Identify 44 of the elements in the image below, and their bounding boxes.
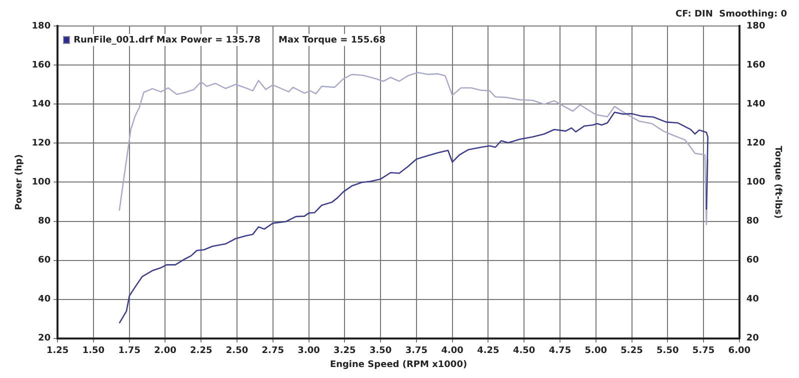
y-tick-label: 140 (32, 99, 51, 110)
x-tick-label: 3.75 (405, 346, 428, 356)
x-tick-label: 5.00 (584, 346, 607, 356)
x-axis-title: Engine Speed (RPM x1000) (330, 360, 468, 370)
y2-axis-title: Torque (ft-lbs) (772, 146, 782, 219)
x-tick-label: 3.25 (334, 346, 356, 356)
x-tick-label: 5.25 (620, 346, 643, 356)
y2-tick-label: 160 (746, 60, 766, 70)
y2-tick-label: 60 (746, 256, 759, 266)
x-tick-label: 6.00 (728, 346, 751, 356)
x-tick-label: 4.75 (548, 346, 572, 356)
y-tick-label: 40 (38, 294, 51, 305)
y2-tick-label: 180 (746, 21, 766, 32)
x-tick-label: 2.75 (262, 346, 284, 356)
y2-tick-label: 140 (746, 99, 766, 110)
x-tick-label: 2.50 (226, 346, 248, 356)
x-tick-label: 1.75 (118, 346, 140, 356)
x-tick-label: 2.00 (154, 346, 176, 356)
y-tick-label: 180 (32, 21, 51, 32)
x-tick-label: 4.00 (441, 346, 464, 356)
x-tick-label: 4.25 (477, 346, 500, 356)
y2-tick-label: 120 (746, 138, 766, 148)
y-axis-title: Power (hp) (14, 154, 25, 210)
y2-tick-label: 40 (746, 294, 759, 305)
x-tick-label: 4.50 (512, 346, 536, 356)
x-tick-label: 2.25 (190, 346, 212, 356)
y-tick-label: 160 (32, 60, 51, 70)
y2-tick-label: 80 (746, 216, 759, 227)
x-tick-label: 1.25 (46, 346, 69, 356)
x-tick-label: 3.50 (369, 346, 392, 356)
y-tick-label: 100 (32, 178, 51, 188)
x-tick-label: 5.50 (656, 346, 679, 356)
y-tick-label: 120 (32, 138, 51, 148)
y-tick-label: 80 (38, 216, 51, 227)
x-tick-label: 3.00 (298, 346, 320, 356)
x-tick-label: 5.75 (692, 346, 715, 356)
annotation: Max Torque = 155.68 (278, 35, 386, 46)
y2-tick-label: 100 (746, 178, 766, 188)
annotation: RunFile_001.drf Max Power = 135.78 (74, 35, 261, 46)
y-tick-label: 20 (38, 334, 51, 344)
x-tick-label: 1.50 (82, 346, 105, 356)
y-tick-label: 60 (38, 256, 51, 266)
y2-tick-label: 20 (746, 334, 759, 344)
text: CF: DIN Smoothing: 0 (676, 9, 787, 20)
